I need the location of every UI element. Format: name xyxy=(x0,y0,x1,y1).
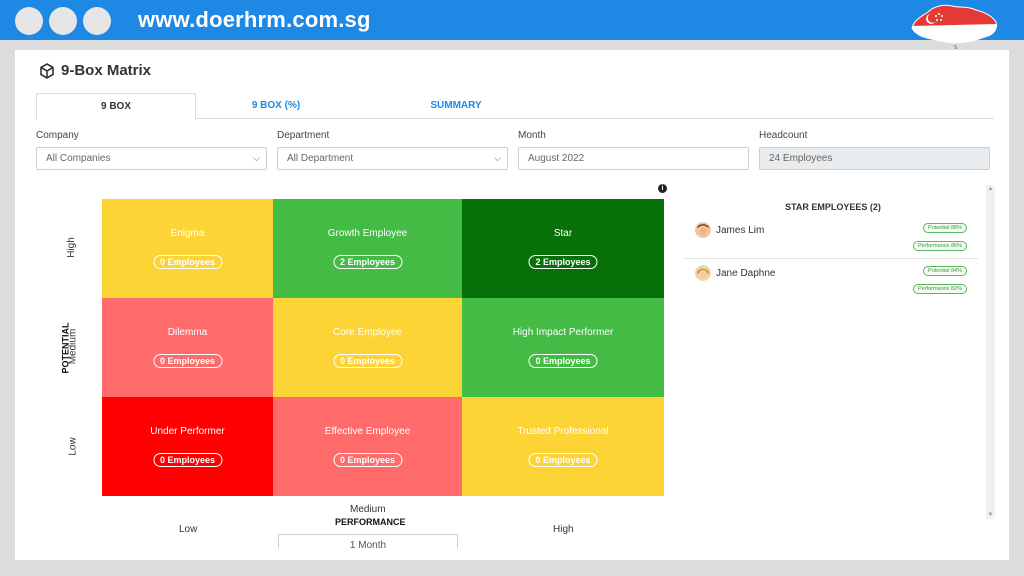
x-level-medium: Medium xyxy=(350,504,386,515)
employee-count-badge[interactable]: 0 Employees xyxy=(332,453,403,467)
employee-name: James Lim xyxy=(716,225,765,236)
matrix-cell[interactable]: High Impact Performer 0 Employees xyxy=(462,298,664,397)
matrix-cell[interactable]: Dilemma 0 Employees xyxy=(102,298,273,397)
period-select[interactable]: 1 Month xyxy=(278,534,458,548)
matrix-cell[interactable]: Growth Employee 2 Employees xyxy=(273,199,462,298)
y-level-high: High xyxy=(65,237,77,258)
company-select[interactable]: All Companies ⌵ xyxy=(36,147,267,170)
employee-count-badge[interactable]: 2 Employees xyxy=(528,255,598,269)
department-label: Department xyxy=(277,130,330,141)
matrix-cell[interactable]: Effective Employee 0 Employees xyxy=(273,397,462,496)
scroll-down-icon[interactable]: ▼ xyxy=(987,512,994,518)
cell-title: Enigma xyxy=(170,228,205,239)
month-value: August 2022 xyxy=(528,153,585,164)
employee-card[interactable]: James Lim Potential 88% Performance 86% xyxy=(683,218,983,262)
window-dot-2 xyxy=(49,7,77,35)
y-level-medium: Medium xyxy=(67,328,79,365)
performance-badge: Performance 82% xyxy=(912,284,967,294)
chevron-down-icon: ⌵ xyxy=(494,153,501,163)
x-level-high: High xyxy=(553,524,574,535)
potential-badge: Potential 88% xyxy=(923,223,967,233)
tab-summary[interactable]: SUMMARY xyxy=(430,100,482,111)
employee-count-badge[interactable]: 0 Employees xyxy=(152,453,223,467)
month-label: Month xyxy=(518,130,546,141)
performance-axis-title: PERFORMANCE xyxy=(335,517,406,527)
banner-url: www.doerhrm.com.sg xyxy=(138,7,371,32)
employee-count-badge[interactable]: 0 Employees xyxy=(332,354,403,368)
scrollbar[interactable]: ▲ ▼ xyxy=(986,185,995,519)
performance-badge: Performance 86% xyxy=(912,241,967,251)
cell-title: Dilemma xyxy=(167,327,208,338)
headcount-value: 24 Employees xyxy=(769,153,833,164)
employee-name: Jane Daphne xyxy=(716,268,776,279)
employee-card[interactable]: Jane Daphne Potential 84% Performance 82… xyxy=(683,261,983,305)
cell-title: Effective Employee xyxy=(324,426,411,437)
page-title: 9-Box Matrix xyxy=(61,62,152,79)
tab-9-box-percent[interactable]: 9 BOX (%) xyxy=(251,100,301,111)
matrix-cell[interactable]: Trusted Professional 0 Employees xyxy=(462,397,664,496)
company-value: All Companies xyxy=(46,153,111,164)
star-employees-panel: STAR EMPLOYEES (2) James Lim Potential 8… xyxy=(683,185,995,519)
page-header: 9-Box Matrix xyxy=(39,62,151,79)
department-value: All Department xyxy=(287,153,354,164)
x-level-low: Low xyxy=(179,524,198,535)
employee-count-badge[interactable]: 0 Employees xyxy=(528,453,598,467)
cell-title: Star xyxy=(553,228,573,239)
headcount-label: Headcount xyxy=(759,130,808,141)
company-label: Company xyxy=(36,130,79,141)
tab-9-box[interactable]: 9 BOX xyxy=(36,93,196,120)
employee-count-badge[interactable]: 0 Employees xyxy=(152,255,223,269)
period-value: 1 Month xyxy=(349,540,387,548)
y-level-low: Low xyxy=(67,437,79,456)
svg-text:S: S xyxy=(954,45,957,50)
matrix-cell[interactable]: Under Performer 0 Employees xyxy=(102,397,273,496)
chevron-down-icon: ⌵ xyxy=(253,153,260,163)
matrix-cell[interactable]: Core Employee 0 Employees xyxy=(273,298,462,397)
window-dot-1 xyxy=(15,7,43,35)
top-banner: www.doerhrm.com.sg S xyxy=(0,0,1024,50)
employee-count-badge[interactable]: 0 Employees xyxy=(528,354,598,368)
divider xyxy=(683,258,978,259)
info-icon[interactable]: i xyxy=(658,184,667,193)
window-dot-3 xyxy=(83,7,111,35)
tab-bar: 9 BOX 9 BOX (%) SUMMARY xyxy=(36,93,994,120)
employee-count-badge[interactable]: 0 Employees xyxy=(152,354,223,368)
singapore-map-flag-icon: S xyxy=(911,4,997,50)
cell-title: Growth Employee xyxy=(327,228,408,239)
cell-title: High Impact Performer xyxy=(512,327,614,338)
avatar xyxy=(695,222,711,238)
main-panel: 9-Box Matrix 9 BOX 9 BOX (%) SUMMARY Com… xyxy=(15,50,1009,560)
cell-title: Under Performer xyxy=(150,426,225,437)
avatar xyxy=(695,265,711,281)
potential-badge: Potential 84% xyxy=(923,266,967,276)
matrix-cell[interactable]: Enigma 0 Employees xyxy=(102,199,273,298)
headcount-field: 24 Employees xyxy=(759,147,990,170)
nine-box-grid: Enigma 0 Employees Growth Employee 2 Employ… xyxy=(102,199,664,497)
employee-count-badge[interactable]: 2 Employees xyxy=(332,255,403,269)
department-select[interactable]: All Department ⌵ xyxy=(277,147,508,170)
star-employees-title: STAR EMPLOYEES (2) xyxy=(785,202,881,212)
cell-title: Core Employee xyxy=(333,327,402,338)
cube-icon xyxy=(40,62,54,79)
cell-title: Trusted Professional xyxy=(517,426,609,437)
month-input[interactable]: August 2022 xyxy=(518,147,749,170)
matrix-cell[interactable]: Star 2 Employees xyxy=(462,199,664,298)
scroll-up-icon[interactable]: ▲ xyxy=(987,186,994,192)
